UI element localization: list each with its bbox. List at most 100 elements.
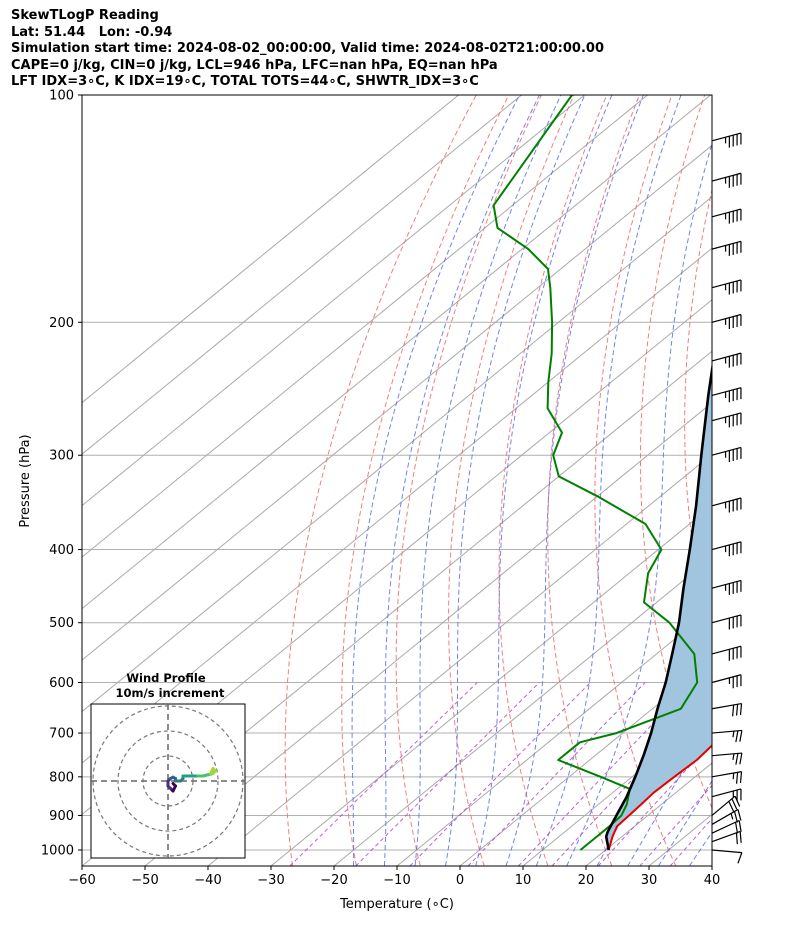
dry-adiabats xyxy=(284,95,712,866)
isotherm-line xyxy=(82,95,648,558)
isotherm-line xyxy=(82,95,585,507)
inset-ring xyxy=(92,705,244,857)
isotherm-line xyxy=(270,505,712,866)
y-tick-label: 200 xyxy=(49,316,74,331)
wind-barb-staff xyxy=(711,313,742,323)
wind-barb-staff xyxy=(711,702,742,710)
wind-barb-staff xyxy=(711,788,742,798)
wind-barb xyxy=(711,313,742,330)
dry-adiabat-line xyxy=(448,95,575,866)
mixing-ratio-line xyxy=(639,784,712,866)
isotherm-line xyxy=(459,659,712,866)
isotherm-line xyxy=(144,402,712,866)
wind-barb-flag xyxy=(735,832,738,845)
dry-adiabat-line xyxy=(684,187,712,646)
wind-barb-flag xyxy=(735,753,739,765)
wind-barb xyxy=(711,614,742,630)
inset-ring xyxy=(142,755,194,807)
wind-barbs xyxy=(711,132,743,864)
parcel-profile-line xyxy=(604,361,712,851)
wind-barb-flag xyxy=(739,730,743,742)
wind-barb-flag xyxy=(735,772,739,784)
wind-barb-staff xyxy=(711,412,742,422)
wind-barb-staff xyxy=(711,795,736,816)
wind-barb-flag xyxy=(733,811,738,823)
wind-barb xyxy=(711,788,742,802)
wind-barb xyxy=(711,541,742,557)
y-tick-label: 100 xyxy=(49,89,74,104)
wind-barb-staff xyxy=(711,208,742,218)
wind-barb-staff xyxy=(711,132,742,142)
wind-barb-flag xyxy=(739,771,743,784)
moist-adiabat-line xyxy=(566,141,712,866)
dry-adiabat-line xyxy=(640,95,712,810)
x-tick-label: −40 xyxy=(194,873,221,888)
isotherm-line xyxy=(82,95,711,610)
wind-barb-flag xyxy=(735,704,739,716)
y-tick-label: 600 xyxy=(49,676,74,691)
dry-adiabat-line xyxy=(498,95,608,866)
cape-cin-fill xyxy=(606,370,712,850)
y-tick-label: 700 xyxy=(49,727,74,742)
wind-barb xyxy=(711,352,742,368)
inset-ring xyxy=(117,730,219,832)
y-axis-label: Pressure (hPa) xyxy=(18,434,33,527)
wind-barb xyxy=(711,830,742,845)
wind-barb-staff xyxy=(711,830,741,843)
dewpoint-profile-line xyxy=(492,95,699,851)
chart-title: SkewTLogP Reading xyxy=(11,8,159,23)
wind-barb xyxy=(711,412,742,428)
wind-barb-half-flag xyxy=(730,813,734,820)
x-tick-label: −20 xyxy=(320,873,347,888)
chart-header: SkewTLogP Reading Lat: 51.44 Lon: -0.94 Si… xyxy=(11,8,604,91)
wind-barb xyxy=(711,497,742,513)
x-axis-label: Temperature (∘C) xyxy=(339,897,454,912)
wind-barb-staff xyxy=(711,541,742,551)
wind-barb-half-flag xyxy=(732,753,735,760)
wind-barb-staff xyxy=(711,674,742,684)
cape-line: CAPE=0 j/kg, CIN=0 j/kg, LCL=946 hPa, LF… xyxy=(11,57,498,73)
x-tick-label: −50 xyxy=(131,873,158,888)
mixing-ratio-line xyxy=(597,741,712,866)
isotherm-line xyxy=(82,95,522,455)
wind-barb-flag xyxy=(739,831,742,843)
profile-lines xyxy=(492,95,712,851)
isotherm-line xyxy=(82,144,712,661)
wind-barb-flag xyxy=(734,822,739,834)
dry-adiabat-line xyxy=(395,95,542,866)
x-tick-label: 0 xyxy=(456,873,464,888)
dry-adiabat-line xyxy=(547,95,640,866)
dry-adiabat-line xyxy=(594,95,677,866)
wind-barb-staff xyxy=(711,752,742,757)
wind-barb-staff xyxy=(711,240,742,250)
wind-barb xyxy=(711,771,743,784)
wind-barb xyxy=(711,808,742,825)
wind-barb-staff xyxy=(711,387,742,397)
wind-barb-staff xyxy=(711,279,742,289)
wind-barb xyxy=(711,702,743,717)
wind-barb-staff xyxy=(711,352,742,362)
wind-barb-staff xyxy=(711,849,742,854)
isotherm-line xyxy=(207,453,712,866)
wind-barb-flag xyxy=(735,730,739,743)
wind-barb xyxy=(711,795,741,816)
wind-barb-staff xyxy=(711,614,742,624)
x-axis-ticks: −60 −50 −40 −30 −20 −10 0 10 20 30 40 xyxy=(68,866,720,888)
moist-adiabat-line xyxy=(505,95,644,866)
wind-barb-flag xyxy=(738,820,742,832)
cape-cin-area xyxy=(606,370,712,850)
x-tick-label: 10 xyxy=(515,873,532,888)
y-tick-label: 400 xyxy=(49,543,74,558)
x-tick-label: −10 xyxy=(383,873,410,888)
wind-barb-flag xyxy=(739,703,743,715)
inset-title: Wind Profile xyxy=(126,671,206,685)
wind-barb-staff xyxy=(711,808,739,825)
isotherm-line xyxy=(711,865,712,866)
y-tick-label: 900 xyxy=(49,809,74,824)
wind-barb-staff xyxy=(711,172,742,182)
x-tick-label: 30 xyxy=(641,873,658,888)
x-tick-label: 20 xyxy=(578,873,595,888)
mixing-ratio-line xyxy=(355,682,540,866)
moist-adiabat-line xyxy=(720,95,794,866)
